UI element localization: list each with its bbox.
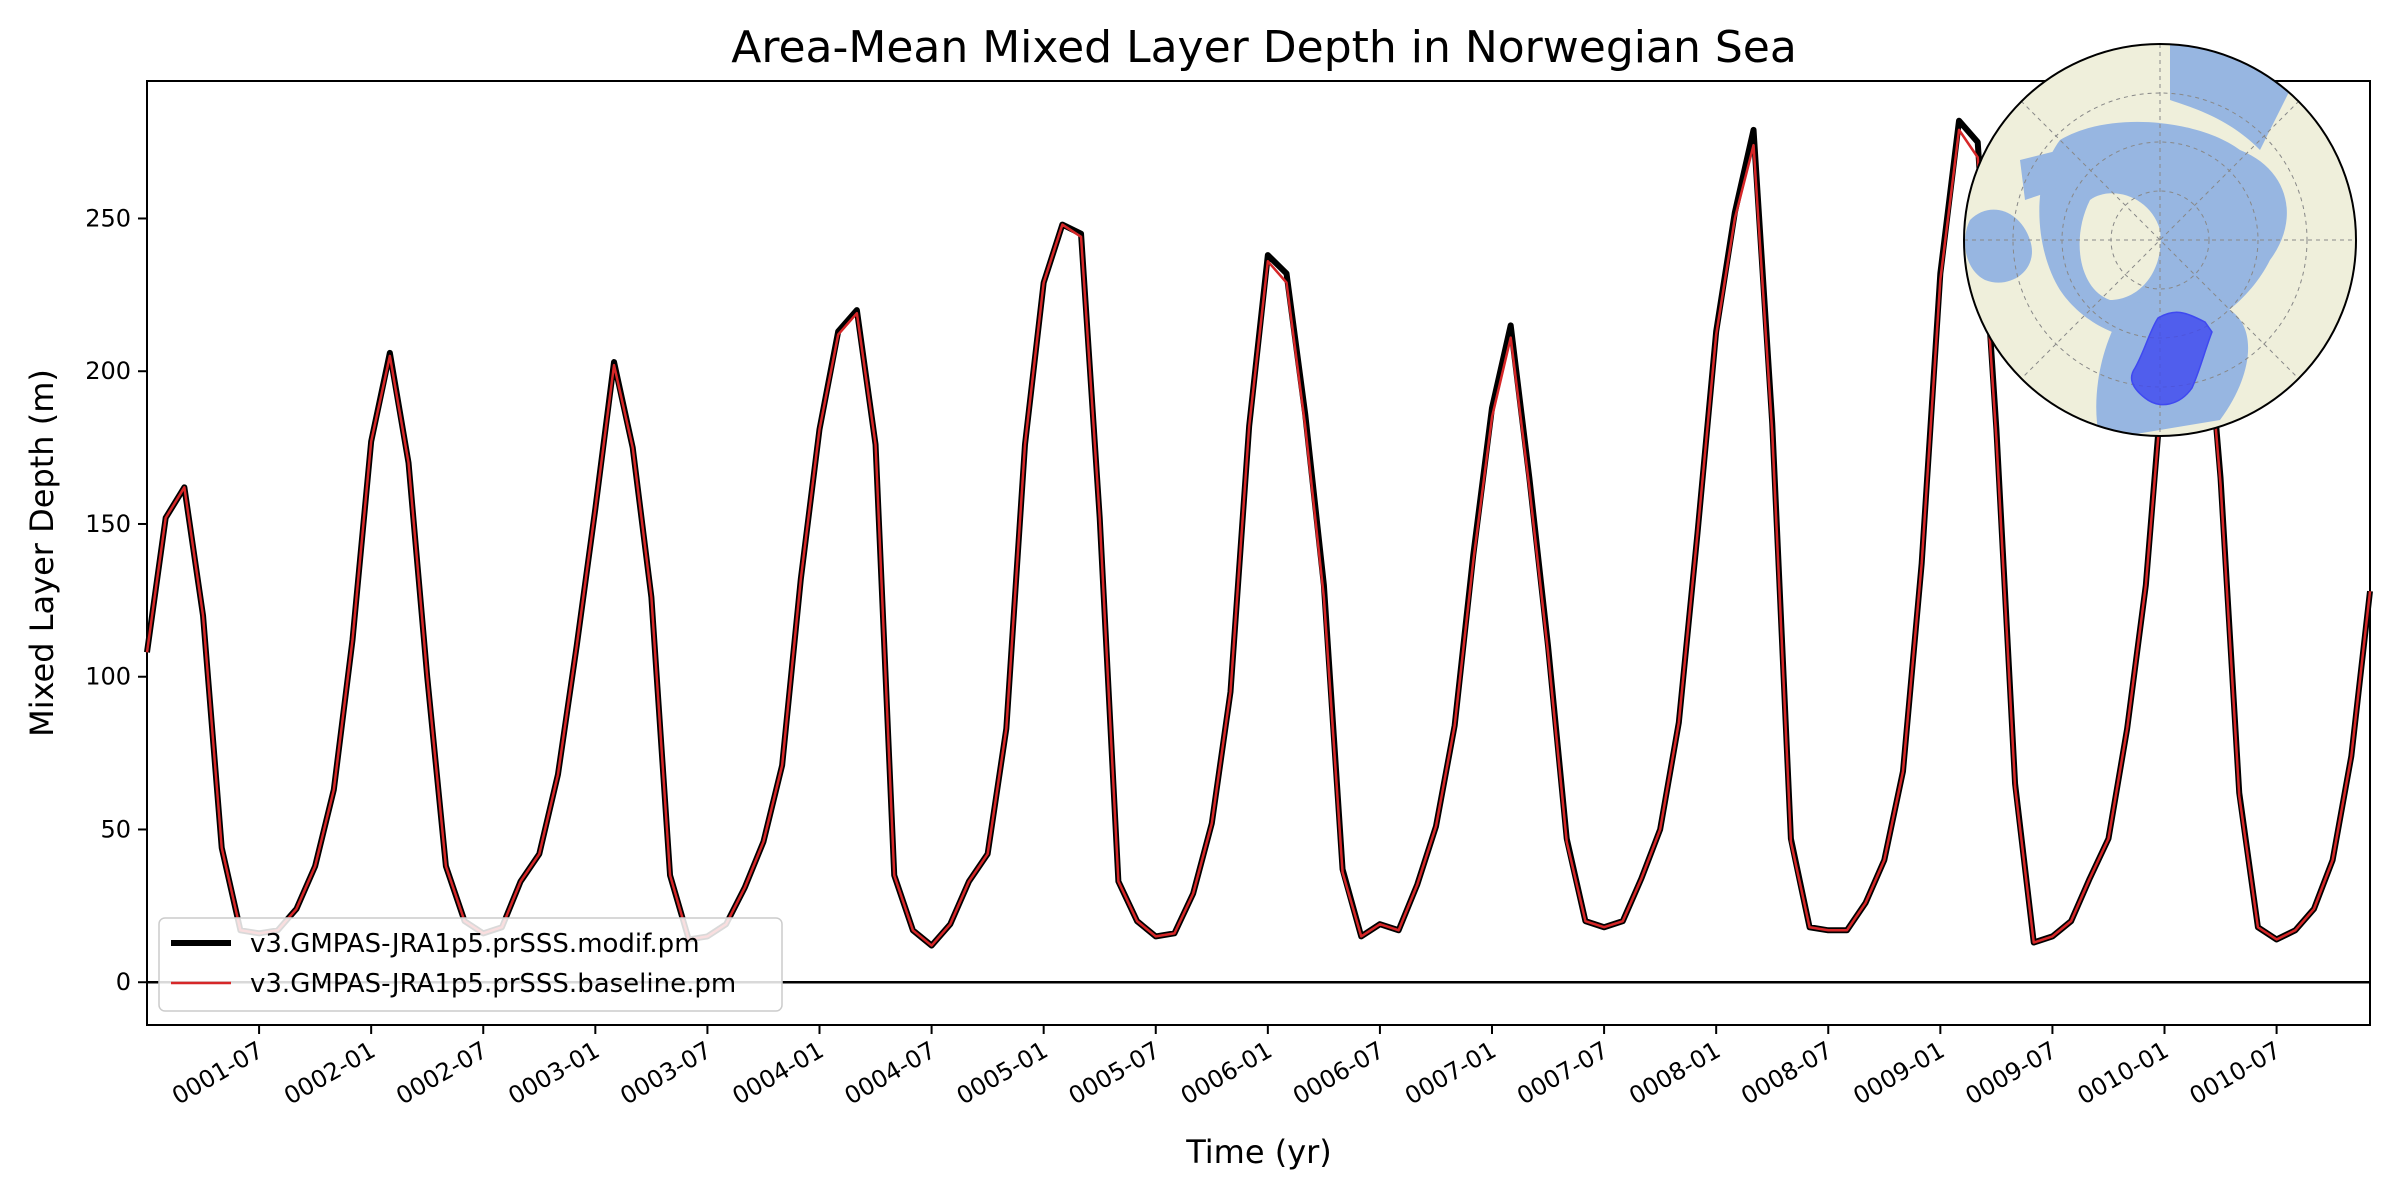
x-tick-label: 0007-01 bbox=[1400, 1036, 1501, 1110]
inset-graticule-line-4 bbox=[2020, 100, 2300, 380]
y-tick-label: 0 bbox=[116, 968, 131, 996]
inset-graticule-ring-3 bbox=[2012, 92, 2308, 388]
x-tick-label: 0009-01 bbox=[1848, 1036, 1949, 1110]
y-axis-label: Mixed Layer Depth (m) bbox=[23, 369, 61, 737]
y-tick-label: 200 bbox=[85, 357, 131, 385]
legend: v3.GMPAS-JRA1p5.prSSS.modif.pm v3.GMPAS-… bbox=[158, 917, 783, 1012]
x-tick-label: 0003-01 bbox=[503, 1036, 604, 1110]
x-tick-label: 0006-01 bbox=[1176, 1036, 1277, 1110]
x-tick-label: 0002-07 bbox=[391, 1036, 492, 1110]
inset-polar-map bbox=[1963, 43, 2357, 437]
x-tick-label: 0007-07 bbox=[1512, 1036, 1613, 1110]
x-tick-label: 0005-01 bbox=[952, 1036, 1053, 1110]
x-tick-label: 0004-07 bbox=[840, 1036, 941, 1110]
x-tick-label: 0005-07 bbox=[1064, 1036, 1165, 1110]
x-tick-label: 0010-07 bbox=[2185, 1036, 2286, 1110]
inset-channel bbox=[2020, 150, 2060, 200]
x-tick-label: 0004-01 bbox=[728, 1036, 829, 1110]
y-axis-ticks: 0 50 100 150 200 250 bbox=[85, 204, 147, 996]
x-tick-label: 0006-07 bbox=[1288, 1036, 1389, 1110]
inset-hudson-bay bbox=[1965, 209, 2032, 283]
x-tick-label: 0001-07 bbox=[167, 1036, 268, 1110]
legend-label-baseline: v3.GMPAS-JRA1p5.prSSS.baseline.pm bbox=[250, 969, 736, 999]
y-tick-label: 50 bbox=[100, 815, 131, 843]
inset-globe-border bbox=[1963, 43, 2357, 437]
x-tick-label: 0008-01 bbox=[1624, 1036, 1725, 1110]
y-tick-label: 100 bbox=[85, 663, 131, 691]
x-axis-label: Time (yr) bbox=[1185, 1133, 1332, 1171]
x-tick-label: 0010-01 bbox=[2073, 1036, 2174, 1110]
inset-graticule-line-3 bbox=[2020, 100, 2300, 380]
y-tick-label: 250 bbox=[85, 204, 131, 232]
x-axis-ticks: 0001-07 0002-01 0002-07 0003-01 0003-07 0004-… bbox=[167, 1025, 2286, 1110]
x-tick-label: 0009-07 bbox=[1961, 1036, 2062, 1110]
x-tick-label: 0002-01 bbox=[279, 1036, 380, 1110]
series-line-baseline bbox=[145, 128, 2372, 947]
y-tick-label: 150 bbox=[85, 510, 131, 538]
series-group bbox=[144, 117, 2373, 949]
inset-norwegian-sea-region bbox=[2130, 311, 2213, 406]
x-tick-label: 0003-07 bbox=[616, 1036, 717, 1110]
legend-label-modif: v3.GMPAS-JRA1p5.prSSS.modif.pm bbox=[250, 929, 700, 959]
x-tick-label: 0008-07 bbox=[1736, 1036, 1837, 1110]
chart-title: Area-Mean Mixed Layer Depth in Norwegian… bbox=[731, 22, 1797, 73]
legend-box bbox=[158, 917, 783, 1012]
